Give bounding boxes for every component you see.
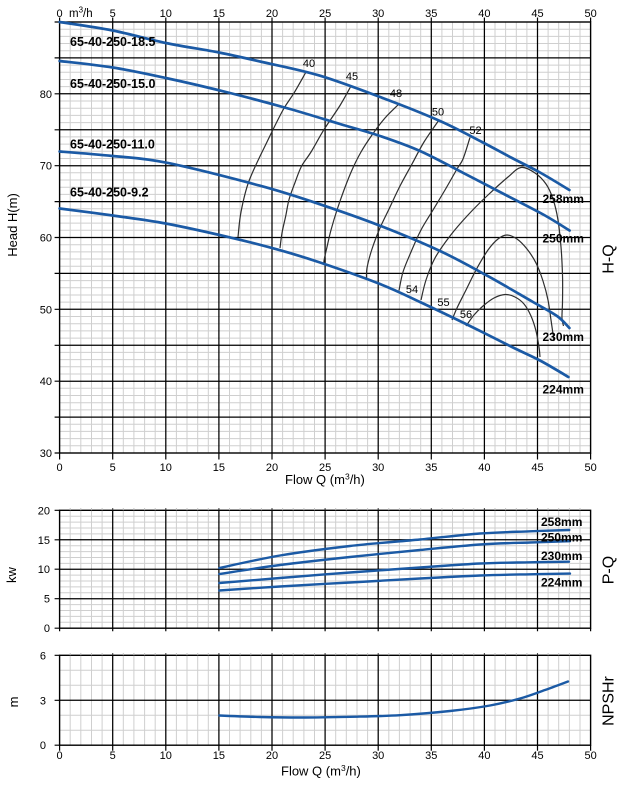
- svg-text:50: 50: [584, 462, 596, 474]
- svg-text:60: 60: [40, 233, 52, 245]
- svg-text:6: 6: [40, 650, 46, 662]
- svg-text:3: 3: [40, 695, 46, 707]
- svg-text:35: 35: [425, 462, 437, 474]
- svg-text:230mm: 230mm: [541, 549, 582, 563]
- svg-text:224mm: 224mm: [541, 576, 582, 590]
- svg-text:45: 45: [346, 71, 358, 83]
- svg-text:5: 5: [44, 594, 50, 606]
- svg-text:H-Q: H-Q: [601, 244, 618, 273]
- svg-text:224mm: 224mm: [543, 383, 584, 397]
- svg-text:Head H(m): Head H(m): [5, 193, 20, 257]
- svg-text:0: 0: [40, 740, 46, 752]
- svg-text:80: 80: [40, 89, 52, 101]
- svg-text:55: 55: [437, 297, 449, 309]
- svg-text:70: 70: [40, 161, 52, 173]
- svg-text:15: 15: [38, 535, 50, 547]
- svg-text:10: 10: [160, 8, 172, 20]
- svg-text:30: 30: [372, 8, 384, 20]
- svg-text:65-40-250-15.0: 65-40-250-15.0: [70, 77, 156, 91]
- svg-text:250mm: 250mm: [543, 232, 584, 246]
- svg-text:50: 50: [40, 304, 52, 316]
- svg-text:NPSHr: NPSHr: [601, 675, 618, 725]
- svg-text:20: 20: [38, 505, 50, 517]
- svg-text:230mm: 230mm: [543, 330, 584, 344]
- svg-text:P-Q: P-Q: [601, 556, 618, 584]
- svg-text:10: 10: [160, 462, 172, 474]
- svg-text:0: 0: [57, 462, 63, 474]
- svg-text:m3/h: m3/h: [69, 6, 93, 21]
- svg-text:40: 40: [303, 58, 315, 70]
- svg-text:m: m: [6, 697, 21, 708]
- svg-text:52: 52: [469, 125, 481, 137]
- svg-text:5: 5: [110, 8, 116, 20]
- svg-text:kw: kw: [4, 566, 19, 583]
- svg-text:48: 48: [390, 88, 402, 100]
- svg-text:30: 30: [40, 448, 52, 460]
- svg-text:20: 20: [266, 462, 278, 474]
- svg-text:65-40-250-18.5: 65-40-250-18.5: [70, 35, 156, 49]
- svg-text:25: 25: [319, 8, 331, 20]
- svg-text:10: 10: [160, 750, 172, 762]
- svg-text:15: 15: [213, 750, 225, 762]
- svg-text:30: 30: [372, 462, 384, 474]
- svg-text:40: 40: [40, 376, 52, 388]
- svg-text:30: 30: [372, 750, 384, 762]
- svg-text:258mm: 258mm: [543, 192, 584, 206]
- svg-text:45: 45: [531, 8, 543, 20]
- svg-text:250mm: 250mm: [541, 531, 582, 545]
- svg-text:54: 54: [406, 284, 418, 296]
- svg-text:258mm: 258mm: [541, 515, 582, 529]
- svg-text:0: 0: [57, 8, 63, 20]
- svg-text:45: 45: [531, 462, 543, 474]
- svg-text:5: 5: [110, 750, 116, 762]
- svg-text:35: 35: [425, 8, 437, 20]
- svg-text:65-40-250-9.2: 65-40-250-9.2: [70, 186, 149, 200]
- svg-text:Flow Q (m3/h): Flow Q (m3/h): [285, 472, 365, 488]
- svg-text:25: 25: [319, 462, 331, 474]
- svg-text:15: 15: [213, 8, 225, 20]
- svg-text:50: 50: [584, 750, 596, 762]
- svg-text:35: 35: [425, 750, 437, 762]
- svg-text:0: 0: [57, 750, 63, 762]
- svg-text:Flow Q (m3/h): Flow Q (m3/h): [281, 763, 361, 779]
- svg-text:40: 40: [478, 8, 490, 20]
- svg-text:56: 56: [460, 309, 472, 321]
- svg-text:0: 0: [44, 623, 50, 635]
- svg-text:40: 40: [478, 462, 490, 474]
- svg-text:20: 20: [266, 750, 278, 762]
- svg-text:40: 40: [478, 750, 490, 762]
- svg-text:20: 20: [266, 8, 278, 20]
- svg-text:50: 50: [584, 8, 596, 20]
- svg-text:5: 5: [110, 462, 116, 474]
- svg-text:45: 45: [531, 750, 543, 762]
- svg-text:25: 25: [319, 750, 331, 762]
- svg-text:50: 50: [432, 107, 444, 119]
- svg-text:15: 15: [213, 462, 225, 474]
- svg-text:10: 10: [38, 564, 50, 576]
- svg-text:65-40-250-11.0: 65-40-250-11.0: [70, 138, 155, 152]
